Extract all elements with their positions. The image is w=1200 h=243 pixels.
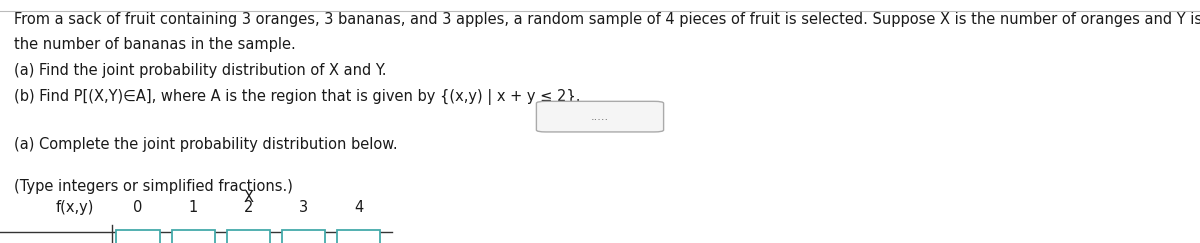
FancyBboxPatch shape bbox=[172, 230, 215, 243]
Text: f(x,y): f(x,y) bbox=[55, 200, 94, 215]
FancyBboxPatch shape bbox=[282, 230, 325, 243]
Text: 0: 0 bbox=[133, 200, 143, 215]
FancyBboxPatch shape bbox=[116, 230, 160, 243]
Text: .....: ..... bbox=[590, 112, 610, 122]
FancyBboxPatch shape bbox=[536, 101, 664, 132]
Text: (b) Find P[(X,Y)∈A], where A is the region that is given by {(x,y) | x + y ≤ 2}.: (b) Find P[(X,Y)∈A], where A is the regi… bbox=[14, 88, 581, 104]
Text: 2: 2 bbox=[244, 200, 253, 215]
Text: (Type integers or simplified fractions.): (Type integers or simplified fractions.) bbox=[14, 179, 293, 194]
Text: (a) Find the joint probability distribution of X and Y.: (a) Find the joint probability distribut… bbox=[14, 63, 386, 78]
FancyBboxPatch shape bbox=[337, 230, 380, 243]
Text: the number of bananas in the sample.: the number of bananas in the sample. bbox=[14, 37, 296, 52]
Text: From a sack of fruit containing 3 oranges, 3 bananas, and 3 apples, a random sam: From a sack of fruit containing 3 orange… bbox=[14, 12, 1200, 27]
Text: 3: 3 bbox=[299, 200, 308, 215]
Text: 1: 1 bbox=[188, 200, 198, 215]
Text: 4: 4 bbox=[354, 200, 364, 215]
Text: X: X bbox=[244, 190, 253, 205]
Text: (a) Complete the joint probability distribution below.: (a) Complete the joint probability distr… bbox=[14, 137, 398, 152]
FancyBboxPatch shape bbox=[227, 230, 270, 243]
